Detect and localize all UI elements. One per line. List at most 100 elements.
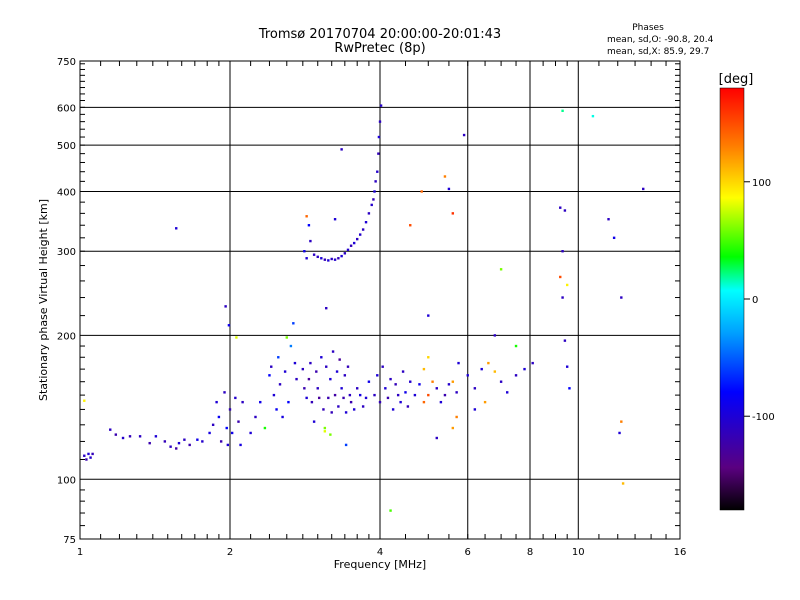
data-point: [621, 482, 625, 485]
data-point: [373, 393, 376, 397]
data-point: [235, 336, 238, 339]
data-point: [343, 374, 347, 377]
data-point: [154, 435, 158, 438]
data-point: [364, 221, 368, 224]
data-point: [305, 215, 308, 218]
data-point: [340, 148, 343, 151]
data-point: [312, 420, 316, 423]
data-point: [568, 387, 571, 390]
y-tick-label: 500: [57, 141, 76, 152]
y-tick-label: 300: [57, 247, 76, 258]
data-point: [333, 218, 337, 221]
data-point: [413, 393, 417, 397]
data-point: [376, 170, 379, 173]
data-point: [493, 370, 497, 373]
data-point: [367, 212, 371, 215]
data-point: [367, 380, 371, 383]
data-point: [330, 257, 333, 261]
data-point: [377, 135, 381, 139]
x-tick-label: 8: [527, 547, 533, 558]
data-point: [335, 370, 339, 373]
data-point: [386, 396, 390, 400]
data-point: [514, 344, 518, 348]
x-tick-label: 16: [674, 547, 687, 558]
data-point: [343, 252, 347, 255]
data-point: [196, 438, 199, 441]
data-point: [114, 433, 118, 436]
data-point: [559, 206, 562, 209]
data-point: [376, 374, 379, 377]
data-point: [462, 133, 466, 137]
data-point: [227, 324, 231, 327]
data-point: [325, 365, 328, 368]
data-point: [183, 438, 186, 441]
data-point: [377, 152, 380, 155]
data-point: [109, 428, 112, 431]
data-point: [591, 114, 595, 118]
data-point: [163, 440, 167, 443]
data-point: [305, 396, 308, 400]
data-point: [228, 408, 232, 411]
data-point: [275, 408, 278, 411]
data-point: [473, 408, 477, 411]
data-point: [358, 233, 362, 236]
data-point: [451, 380, 455, 383]
data-point: [283, 370, 287, 373]
data-point: [342, 396, 345, 400]
data-point: [323, 258, 327, 261]
data-point: [333, 258, 337, 261]
data-point: [278, 383, 282, 386]
data-point: [374, 180, 377, 183]
data-point: [565, 283, 569, 287]
data-point: [83, 454, 86, 457]
data-point: [435, 387, 438, 390]
data-point: [344, 443, 348, 447]
data-point: [331, 350, 335, 353]
data-point: [381, 365, 384, 368]
data-point: [361, 405, 365, 408]
data-point: [346, 248, 350, 252]
data-points: [83, 104, 645, 512]
stats-o-line: mean, sd,O: -90.8, 20.4: [607, 35, 714, 45]
data-point: [337, 405, 340, 408]
y-tick-label: 100: [57, 475, 76, 486]
data-point: [487, 361, 490, 365]
data-point: [241, 400, 244, 404]
data-point: [451, 212, 455, 215]
data-point: [401, 370, 405, 373]
data-point: [473, 387, 477, 390]
data-point: [307, 224, 311, 227]
data-point: [225, 426, 228, 430]
data-point: [373, 190, 376, 193]
data-point: [565, 365, 569, 368]
data-point: [329, 377, 332, 381]
x-tick-label: 1: [77, 547, 83, 558]
data-point: [307, 377, 311, 381]
data-point: [325, 306, 328, 310]
data-point: [358, 393, 362, 397]
data-point: [91, 452, 94, 456]
data-point: [249, 431, 252, 435]
data-point: [620, 296, 623, 299]
colorbar-tick-label: -100: [752, 412, 775, 423]
data-point: [427, 356, 430, 359]
plot-frame: [79, 60, 681, 540]
axis-ticks: 1 2 4 6 8 10 16 75 100 200 300 400 500 600 750: [57, 57, 686, 558]
data-point: [201, 440, 204, 443]
data-point: [344, 411, 348, 414]
data-point: [315, 370, 318, 373]
data-point: [208, 431, 211, 435]
y-tick-label: 200: [57, 331, 76, 342]
data-point: [418, 383, 421, 386]
data-point: [223, 391, 226, 394]
data-point: [391, 408, 395, 411]
data-point: [188, 443, 191, 447]
data-point: [329, 433, 332, 436]
data-point: [83, 399, 86, 402]
data-point: [612, 236, 616, 240]
data-point: [523, 367, 526, 371]
data-point: [447, 383, 451, 386]
data-point: [427, 393, 430, 397]
data-point: [561, 109, 564, 113]
data-point: [439, 400, 443, 404]
